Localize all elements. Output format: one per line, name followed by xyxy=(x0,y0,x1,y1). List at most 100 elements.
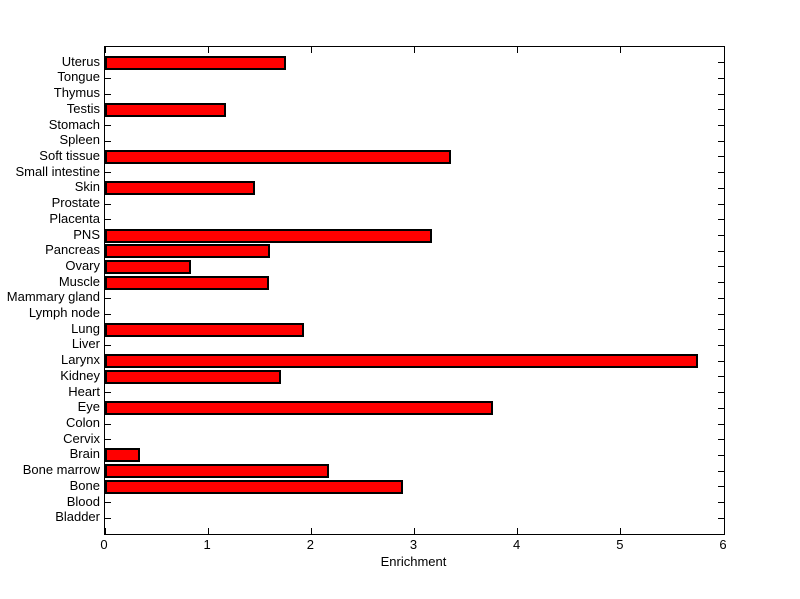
bar-lung xyxy=(105,322,304,337)
y-tick-label-mammary-gland: Mammary gland xyxy=(6,289,100,305)
y-tick-label-placenta: Placenta xyxy=(49,210,100,226)
x-tick-bottom xyxy=(310,528,312,534)
x-tick-bottom xyxy=(517,528,519,534)
y-tick-left xyxy=(105,502,111,504)
y-tick-label-liver: Liver xyxy=(71,336,100,352)
bar-bone xyxy=(105,479,403,494)
y-tick-right xyxy=(718,376,724,378)
y-tick-right xyxy=(718,109,724,111)
y-tick-right xyxy=(718,172,724,174)
bar-kidney xyxy=(105,369,281,384)
y-tick-label-skin: Skin xyxy=(74,179,100,195)
y-tick-left xyxy=(105,517,111,519)
x-tick-bottom xyxy=(414,528,415,534)
bar-brain xyxy=(105,448,140,463)
y-tick-left xyxy=(105,344,111,346)
x-tick-label-0: 0 xyxy=(100,537,108,552)
y-tick-right xyxy=(718,187,724,189)
bar-eye xyxy=(105,401,493,416)
y-tick-label-lymph-node: Lymph node xyxy=(28,305,100,321)
y-tick-right xyxy=(718,156,724,158)
y-tick-label-cervix: Cervix xyxy=(63,430,100,446)
bar-skin xyxy=(105,181,255,196)
y-tick-left xyxy=(105,93,111,95)
y-tick-label-blood: Blood xyxy=(66,493,100,509)
bar-ovary xyxy=(105,259,191,274)
x-tick-top xyxy=(517,47,519,53)
y-tick-left xyxy=(105,172,111,174)
y-tick-label-larynx: Larynx xyxy=(60,352,100,368)
x-tick-label-5: 5 xyxy=(616,537,624,552)
y-tick-right xyxy=(718,470,724,472)
y-tick-right xyxy=(718,125,724,127)
x-tick-top xyxy=(620,47,622,53)
y-tick-right xyxy=(718,62,724,64)
bar-uterus xyxy=(105,55,286,70)
y-tick-label-testis: Testis xyxy=(66,100,100,116)
y-tick-right xyxy=(718,140,724,142)
y-tick-right xyxy=(718,439,724,441)
bar-pancreas xyxy=(105,244,270,259)
y-tick-right xyxy=(718,486,724,488)
y-tick-left xyxy=(105,219,111,221)
y-tick-label-bone-marrow: Bone marrow xyxy=(22,462,100,478)
bar-testis xyxy=(105,102,226,117)
bar-soft-tissue xyxy=(105,149,451,164)
y-tick-left xyxy=(105,297,111,299)
y-tick-right xyxy=(718,250,724,252)
y-tick-left xyxy=(105,423,111,425)
y-tick-left xyxy=(105,140,111,142)
y-tick-right xyxy=(718,407,724,409)
y-tick-right xyxy=(718,329,724,331)
y-tick-label-uterus: Uterus xyxy=(61,53,100,69)
x-tick-bottom xyxy=(207,528,209,534)
y-tick-label-ovary: Ovary xyxy=(65,257,100,273)
y-tick-label-brain: Brain xyxy=(69,446,100,462)
bar-pns xyxy=(105,228,432,243)
x-tick-top xyxy=(207,47,209,53)
x-tick-top xyxy=(310,47,312,53)
y-tick-label-eye: Eye xyxy=(77,399,100,415)
y-tick-left xyxy=(105,439,111,441)
y-tick-left xyxy=(105,77,111,79)
y-tick-label-spleen: Spleen xyxy=(59,132,100,148)
x-axis-label: Enrichment xyxy=(380,554,447,569)
x-tick-label-3: 3 xyxy=(409,537,418,552)
y-tick-label-pns: PNS xyxy=(73,226,100,242)
x-tick-bottom xyxy=(620,528,622,534)
y-tick-right xyxy=(718,313,724,315)
y-tick-label-small-intestine: Small intestine xyxy=(15,163,100,179)
y-tick-label-tongue: Tongue xyxy=(57,69,100,85)
x-tick-label-4: 4 xyxy=(513,537,521,552)
y-tick-right xyxy=(718,266,724,268)
x-tick-label-2: 2 xyxy=(306,537,314,552)
bar-larynx xyxy=(105,354,698,369)
y-tick-label-muscle: Muscle xyxy=(58,273,100,289)
y-tick-label-colon: Colon xyxy=(66,415,100,431)
y-tick-left xyxy=(105,392,111,394)
y-tick-right xyxy=(718,93,724,95)
y-tick-label-bone: Bone xyxy=(69,477,100,493)
bar-bone-marrow xyxy=(105,464,329,479)
y-tick-label-stomach: Stomach xyxy=(48,116,100,132)
y-tick-left xyxy=(105,313,111,315)
y-tick-label-bladder: Bladder xyxy=(55,509,100,525)
y-tick-right xyxy=(718,423,724,425)
y-tick-right xyxy=(718,502,724,504)
y-tick-label-lung: Lung xyxy=(71,320,100,336)
x-tick-top xyxy=(104,47,106,53)
y-tick-right xyxy=(718,392,724,394)
y-tick-right xyxy=(718,297,724,299)
plot-area xyxy=(104,46,725,535)
x-tick-label-6: 6 xyxy=(719,537,727,552)
x-tick-top xyxy=(414,47,415,53)
y-tick-right xyxy=(718,517,724,519)
bar-muscle xyxy=(105,275,269,290)
y-tick-right xyxy=(718,203,724,205)
x-tick-bottom xyxy=(723,528,725,534)
y-tick-label-soft-tissue: Soft tissue xyxy=(39,147,100,163)
x-tick-bottom xyxy=(104,528,106,534)
x-tick-top xyxy=(723,47,725,53)
y-tick-right xyxy=(718,77,724,79)
